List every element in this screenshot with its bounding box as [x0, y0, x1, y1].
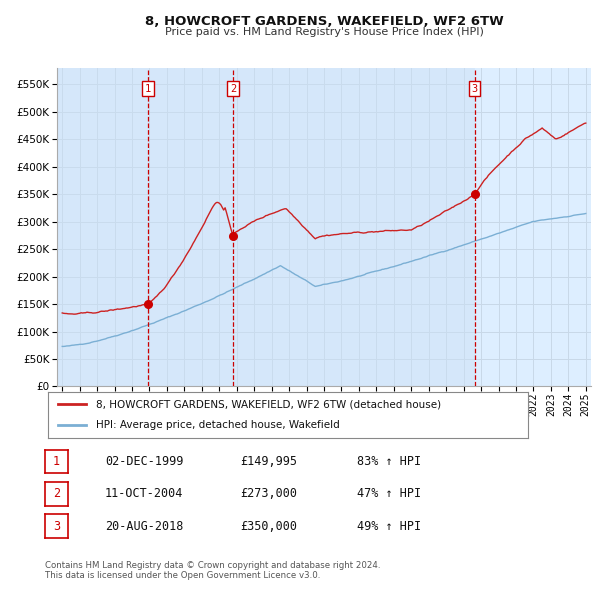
Text: 1: 1	[53, 455, 60, 468]
Text: £149,995: £149,995	[240, 455, 297, 468]
Text: 02-DEC-1999: 02-DEC-1999	[105, 455, 184, 468]
Text: Contains HM Land Registry data © Crown copyright and database right 2024.: Contains HM Land Registry data © Crown c…	[45, 560, 380, 569]
Text: 8, HOWCROFT GARDENS, WAKEFIELD, WF2 6TW: 8, HOWCROFT GARDENS, WAKEFIELD, WF2 6TW	[145, 15, 503, 28]
Text: 1: 1	[145, 84, 151, 94]
Text: 47% ↑ HPI: 47% ↑ HPI	[357, 487, 421, 500]
Text: £273,000: £273,000	[240, 487, 297, 500]
Text: This data is licensed under the Open Government Licence v3.0.: This data is licensed under the Open Gov…	[45, 571, 320, 579]
Text: 2: 2	[53, 487, 60, 500]
Text: 8, HOWCROFT GARDENS, WAKEFIELD, WF2 6TW (detached house): 8, HOWCROFT GARDENS, WAKEFIELD, WF2 6TW …	[96, 399, 441, 409]
Text: 20-AUG-2018: 20-AUG-2018	[105, 520, 184, 533]
Text: 49% ↑ HPI: 49% ↑ HPI	[357, 520, 421, 533]
Text: HPI: Average price, detached house, Wakefield: HPI: Average price, detached house, Wake…	[96, 420, 340, 430]
Text: 83% ↑ HPI: 83% ↑ HPI	[357, 455, 421, 468]
Bar	[148, 68, 233, 386]
Text: 2: 2	[230, 84, 236, 94]
Text: Price paid vs. HM Land Registry's House Price Index (HPI): Price paid vs. HM Land Registry's House …	[164, 27, 484, 37]
Text: £350,000: £350,000	[240, 520, 297, 533]
Bar	[233, 68, 475, 386]
Text: 11-OCT-2004: 11-OCT-2004	[105, 487, 184, 500]
Bar	[57, 68, 148, 386]
Text: 3: 3	[53, 520, 60, 533]
Text: 3: 3	[472, 84, 478, 94]
